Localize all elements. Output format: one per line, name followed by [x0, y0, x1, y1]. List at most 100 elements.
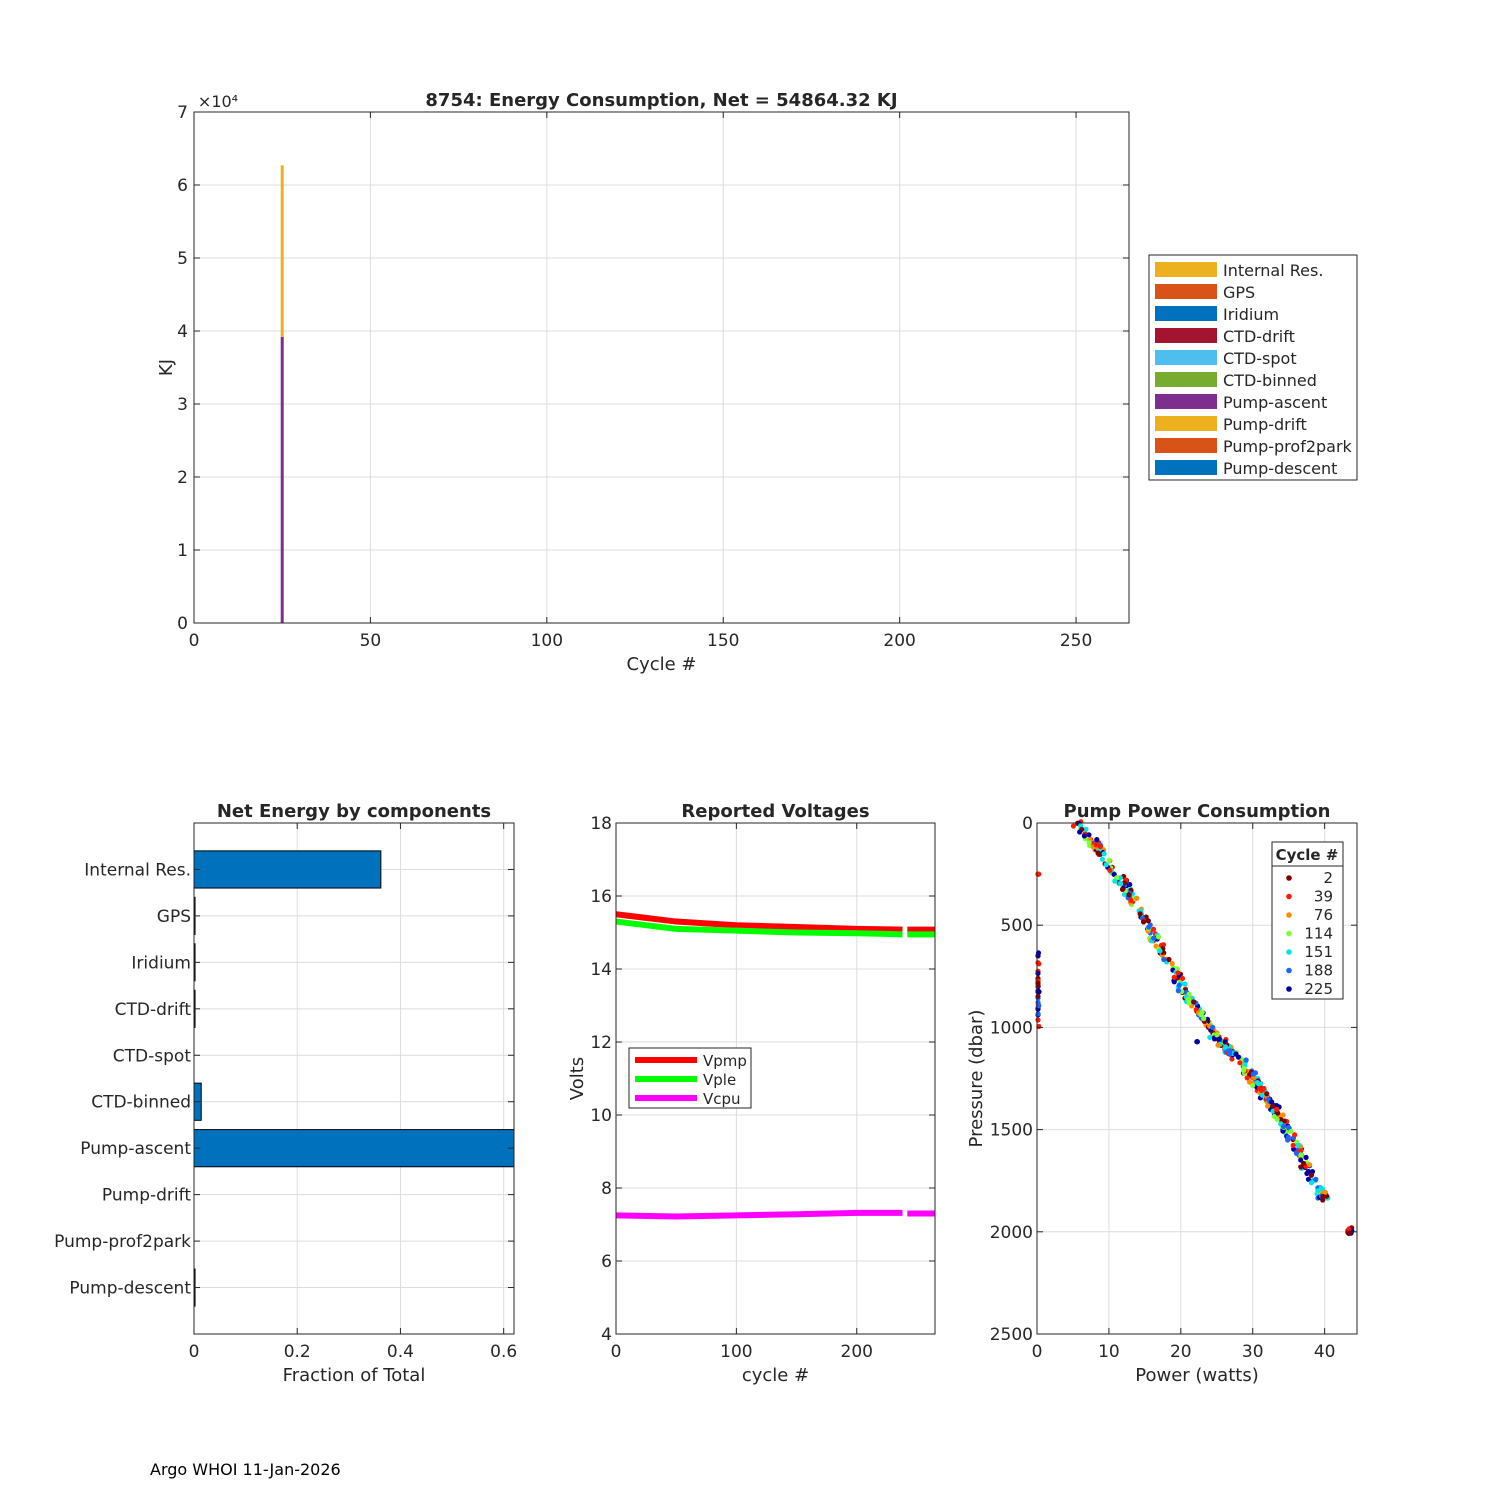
energy-legend-swatch: [1155, 372, 1217, 387]
energy-axes-background: [194, 112, 1129, 623]
pump-point: [1303, 1154, 1309, 1160]
pump-point: [1083, 826, 1089, 832]
energy-legend-label: Pump-prof2park: [1223, 437, 1353, 456]
pump-ytick-label: 500: [1001, 916, 1033, 936]
energy-legend-label: CTD-drift: [1223, 327, 1295, 346]
energy-legend-label: CTD-spot: [1223, 349, 1297, 368]
energy-title: 8754: Energy Consumption, Net = 54864.32…: [425, 90, 897, 111]
pump-point: [1264, 1091, 1270, 1097]
pump-point: [1036, 989, 1042, 995]
energy-ytick-label: 1: [177, 541, 188, 561]
pump-legend-title: Cycle #: [1276, 846, 1339, 864]
pump-point: [1150, 926, 1157, 932]
components-axes-background: [194, 823, 514, 1334]
pump-point: [1280, 1123, 1287, 1130]
voltages-title: Reported Voltages: [681, 801, 869, 822]
pump-point: [1157, 948, 1163, 954]
energy-legend-label: GPS: [1223, 283, 1255, 302]
components-xtick-label: 0.6: [490, 1342, 517, 1362]
pump-legend-marker: [1286, 912, 1292, 918]
energy-legend-label: Pump-drift: [1223, 415, 1307, 434]
pump-point: [1174, 966, 1181, 972]
pump-point: [1101, 851, 1107, 857]
energy-legend-label: Pump-ascent: [1223, 393, 1327, 412]
pump-point: [1161, 956, 1167, 963]
pump-point: [1169, 960, 1175, 967]
pump-point: [1255, 1081, 1262, 1087]
components-category-label: CTD-binned: [91, 1093, 191, 1113]
pump-point: [1106, 857, 1112, 863]
pump-point: [1118, 881, 1124, 887]
pump-point: [1235, 1054, 1242, 1060]
components-category-label: CTD-spot: [113, 1046, 192, 1066]
pump-point: [1227, 1048, 1233, 1054]
voltages-ytick-label: 8: [601, 1179, 612, 1199]
energy-legend-swatch: [1155, 438, 1217, 453]
pump-legend-marker: [1286, 930, 1292, 937]
energy-ylabel: KJ: [156, 359, 177, 376]
pump-point: [1320, 1193, 1326, 1200]
pump-legend-box: [1271, 841, 1344, 1000]
pump-point: [1285, 1134, 1291, 1140]
pump-legend-marker: [1286, 967, 1292, 974]
voltages-legend-label: Vpmp: [703, 1052, 747, 1070]
pump-point: [1244, 1075, 1250, 1081]
pump-point: [1103, 862, 1109, 868]
pump-point: [1322, 1189, 1328, 1195]
voltages-ytick-label: 18: [590, 814, 612, 834]
energy-legend-swatch: [1155, 350, 1217, 365]
pump-point: [1243, 1057, 1249, 1063]
pump-point: [1119, 886, 1126, 892]
pump-point: [1269, 1099, 1275, 1105]
voltages-series-vpmp: [615, 911, 903, 933]
components-xtick-label: 0.2: [284, 1342, 311, 1362]
energy-frame: [193, 111, 1130, 624]
energy-xtick-label: 50: [360, 631, 382, 651]
energy-legend-label: CTD-binned: [1223, 371, 1317, 390]
voltages-series-vple: [615, 918, 903, 938]
energy-ytick-label: 2: [177, 468, 188, 488]
pump-ytick-label: 2000: [990, 1223, 1033, 1243]
pump-point: [1112, 878, 1118, 884]
pump-legend-label: 39: [1314, 888, 1333, 906]
pump-point: [1182, 981, 1188, 987]
pump-point: [1160, 942, 1167, 948]
pump-legend-marker: [1286, 949, 1292, 955]
pump-point: [1126, 892, 1132, 898]
energy-legend-swatch: [1155, 394, 1217, 409]
pump-xtick-label: 20: [1170, 1342, 1192, 1362]
pump-point: [1191, 999, 1197, 1005]
pump-point: [1081, 833, 1087, 839]
pump-point: [1229, 1056, 1235, 1062]
pump-point: [1347, 1230, 1353, 1236]
pump-legend-marker: [1286, 986, 1292, 992]
pump-point: [1086, 832, 1092, 838]
energy-exponent-label: ×10⁴: [198, 92, 238, 111]
energy-legend-swatch: [1155, 306, 1217, 321]
pump-xtick-label: 40: [1314, 1342, 1336, 1362]
pump-ytick-label: 2500: [990, 1325, 1033, 1345]
pump-point: [1035, 1017, 1041, 1023]
components-category-label: Pump-prof2park: [54, 1232, 191, 1252]
pump-point: [1086, 840, 1092, 846]
pump-point: [1298, 1157, 1304, 1163]
footer-text: Argo WHOI 11-Jan-2026: [150, 1460, 341, 1479]
energy-xlabel: Cycle #: [627, 654, 697, 675]
voltages-ytick-label: 4: [601, 1325, 612, 1345]
pump-point: [1258, 1087, 1264, 1093]
pump-legend-marker: [1286, 893, 1292, 900]
pump-point: [1246, 1079, 1253, 1085]
pump-point: [1281, 1118, 1287, 1124]
pump-legend-label: 2: [1323, 869, 1333, 887]
pump-point: [1095, 850, 1101, 856]
components-bar: [193, 1129, 515, 1168]
pump-point: [1271, 1113, 1277, 1120]
pump-legend-label: 225: [1304, 980, 1333, 998]
pump-point: [1215, 1042, 1221, 1048]
pump-point: [1285, 1124, 1292, 1130]
energy-xtick-label: 250: [1060, 631, 1092, 651]
pump-title: Pump Power Consumption: [1064, 801, 1331, 822]
components-category-label: Internal Res.: [84, 860, 191, 880]
pump-point: [1175, 970, 1181, 976]
pump-legend-marker: [1286, 875, 1292, 881]
